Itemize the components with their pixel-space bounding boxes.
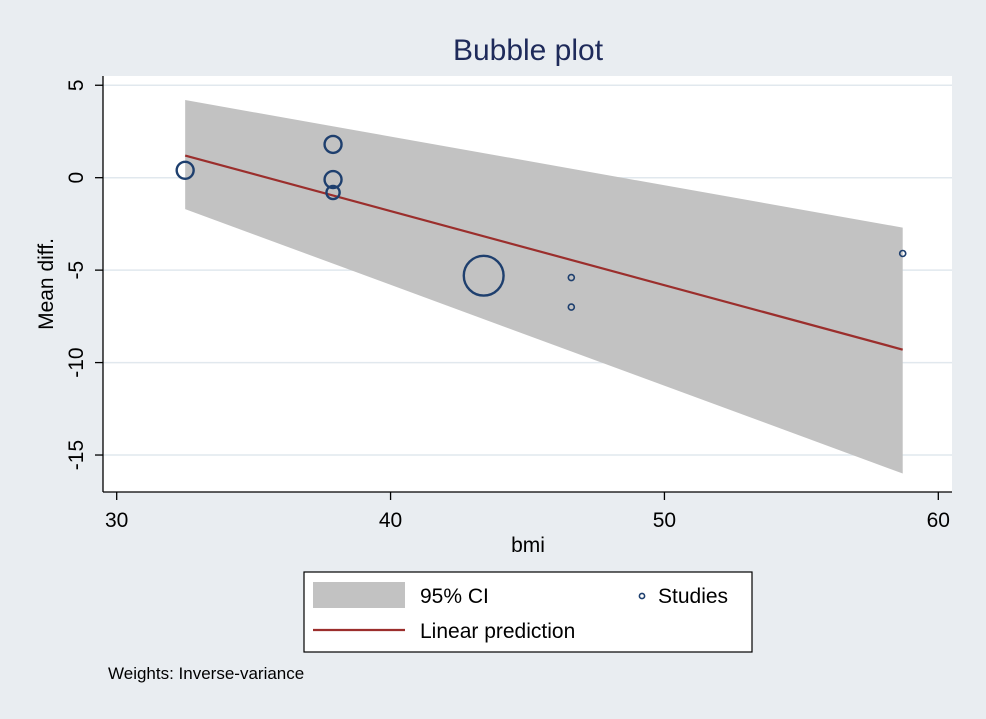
prediction-line-layer — [184, 154, 903, 351]
y-tick-label: -10 — [65, 347, 88, 377]
x-tick-label: 50 — [653, 509, 676, 532]
study-point — [898, 249, 907, 258]
study-point — [325, 184, 341, 201]
y-axis-label: Mean diff. — [35, 238, 58, 330]
y-tick-label: -15 — [65, 440, 88, 470]
legend-ci-swatch — [313, 582, 405, 608]
y-tick-label: -5 — [65, 261, 88, 280]
study-point — [175, 160, 195, 180]
y-tick-label: 5 — [65, 79, 88, 91]
study-point — [567, 303, 576, 311]
legend-line-label: Linear prediction — [420, 620, 575, 643]
x-tick-label: 60 — [927, 509, 950, 532]
linear-prediction-line — [184, 154, 903, 351]
chart-title: Bubble plot — [453, 34, 604, 67]
weights-note: Weights: Inverse-variance — [108, 664, 304, 683]
legend-studies-marker — [638, 592, 646, 600]
ci-band-layer — [185, 100, 903, 474]
legend-ci-label: 95% CI — [420, 585, 489, 608]
study-points-layer — [175, 134, 907, 311]
ci-band — [185, 100, 903, 474]
x-tick-label: 30 — [105, 509, 128, 532]
y-tick-label: 0 — [65, 172, 88, 184]
legend-studies-label: Studies — [658, 585, 728, 608]
study-point — [462, 254, 505, 297]
x-tick-label: 40 — [379, 509, 402, 532]
study-point — [567, 273, 576, 282]
study-point — [323, 169, 343, 190]
legend: 95% CI Studies Linear prediction — [303, 571, 753, 653]
study-point — [323, 134, 343, 155]
x-axis-label: bmi — [511, 534, 545, 557]
